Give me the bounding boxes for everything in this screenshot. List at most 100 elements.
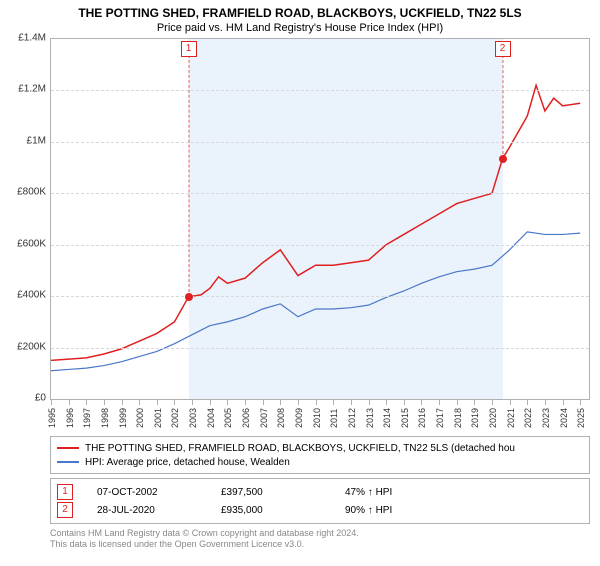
chart-area: 12 (50, 38, 590, 400)
x-tick (104, 399, 105, 405)
y-axis-label: £600K (0, 238, 46, 249)
x-axis-label: 2011 (329, 409, 339, 428)
transaction-date: 07-OCT-2002 (97, 487, 197, 498)
x-tick (527, 399, 528, 405)
y-axis-label: £800K (0, 187, 46, 198)
attribution-footer: Contains HM Land Registry data © Crown c… (50, 528, 590, 550)
footer-line: This data is licensed under the Open Gov… (50, 539, 590, 550)
x-tick (457, 399, 458, 405)
gridline (51, 348, 589, 349)
x-tick (316, 399, 317, 405)
transactions-table: 1 07-OCT-2002 £397,500 47% ↑ HPI 2 28-JUL-202… (50, 478, 590, 524)
x-tick (369, 399, 370, 405)
gridline (51, 245, 589, 246)
x-axis-label: 2014 (382, 408, 392, 428)
x-tick (245, 399, 246, 405)
transaction-row: 1 07-OCT-2002 £397,500 47% ↑ HPI (57, 483, 583, 501)
x-tick (157, 399, 158, 405)
x-tick (545, 399, 546, 405)
x-axis-label: 2000 (135, 408, 145, 428)
legend: THE POTTING SHED, FRAMFIELD ROAD, BLACKB… (50, 436, 590, 474)
x-axis-label: 2010 (312, 408, 322, 428)
x-tick (421, 399, 422, 405)
x-axis-label: 1997 (82, 408, 92, 428)
marker-flag: 2 (495, 41, 511, 57)
x-tick (510, 399, 511, 405)
x-axis-label: 2004 (206, 408, 216, 428)
transaction-flag: 2 (57, 502, 73, 518)
marker-stem (502, 55, 503, 159)
x-axis-label: 2013 (365, 408, 375, 428)
marker-dot (499, 155, 507, 163)
x-axis-label: 2003 (188, 408, 198, 428)
transaction-delta: 47% ↑ HPI (345, 487, 445, 498)
x-tick (474, 399, 475, 405)
footer-line: Contains HM Land Registry data © Crown c… (50, 528, 590, 539)
x-axis-label: 2002 (170, 408, 180, 428)
x-axis-label: 2022 (523, 408, 533, 428)
legend-label: THE POTTING SHED, FRAMFIELD ROAD, BLACKB… (85, 443, 515, 454)
x-axis-label: 2007 (259, 408, 269, 428)
x-axis-label: 2006 (241, 408, 251, 428)
x-tick (404, 399, 405, 405)
x-tick (298, 399, 299, 405)
x-tick (139, 399, 140, 405)
series-line-hpi (51, 232, 580, 371)
x-axis-label: 2005 (223, 408, 233, 428)
y-axis-label: £200K (0, 341, 46, 352)
x-axis-label: 2001 (153, 408, 163, 428)
y-axis-label: £1.2M (0, 84, 46, 95)
x-axis-label: 2024 (559, 408, 569, 428)
x-tick (580, 399, 581, 405)
x-axis-label: 2021 (506, 408, 516, 428)
x-axis-label: 1996 (65, 408, 75, 428)
legend-swatch (57, 447, 79, 449)
x-tick (210, 399, 211, 405)
chart-subtitle: Price paid vs. HM Land Registry's House … (0, 22, 600, 34)
x-axis-label: 2023 (541, 408, 551, 428)
x-axis-label: 1999 (118, 408, 128, 428)
y-axis-label: £1M (0, 135, 46, 146)
x-axis-label: 2019 (470, 408, 480, 428)
legend-swatch (57, 461, 79, 463)
y-axis-label: £1.4M (0, 33, 46, 44)
gridline (51, 142, 589, 143)
x-axis-label: 2009 (294, 408, 304, 428)
legend-item: THE POTTING SHED, FRAMFIELD ROAD, BLACKB… (57, 441, 583, 455)
x-axis-label: 2025 (576, 408, 586, 428)
x-tick (192, 399, 193, 405)
x-axis-label: 1998 (100, 408, 110, 428)
gridline (51, 193, 589, 194)
marker-dot (185, 293, 193, 301)
x-axis-label: 2008 (276, 408, 286, 428)
x-axis-label: 2016 (417, 408, 427, 428)
gridline (51, 90, 589, 91)
chart-title: THE POTTING SHED, FRAMFIELD ROAD, BLACKB… (0, 6, 600, 20)
x-tick (122, 399, 123, 405)
x-tick (69, 399, 70, 405)
x-axis-label: 2015 (400, 408, 410, 428)
x-tick (563, 399, 564, 405)
marker-flag: 1 (181, 41, 197, 57)
x-tick (86, 399, 87, 405)
x-axis-label: 2012 (347, 408, 357, 428)
x-tick (333, 399, 334, 405)
legend-item: HPI: Average price, detached house, Weal… (57, 455, 583, 469)
x-tick (280, 399, 281, 405)
x-tick (51, 399, 52, 405)
x-tick (492, 399, 493, 405)
transaction-row: 2 28-JUL-2020 £935,000 90% ↑ HPI (57, 501, 583, 519)
y-axis-label: £0 (0, 393, 46, 404)
transaction-date: 28-JUL-2020 (97, 505, 197, 516)
x-tick (227, 399, 228, 405)
x-tick (351, 399, 352, 405)
chart-svg (51, 39, 589, 399)
x-tick (174, 399, 175, 405)
x-tick (439, 399, 440, 405)
transaction-price: £397,500 (221, 487, 321, 498)
transaction-price: £935,000 (221, 505, 321, 516)
transaction-delta: 90% ↑ HPI (345, 505, 445, 516)
y-axis-label: £400K (0, 290, 46, 301)
transaction-flag: 1 (57, 484, 73, 500)
x-tick (386, 399, 387, 405)
